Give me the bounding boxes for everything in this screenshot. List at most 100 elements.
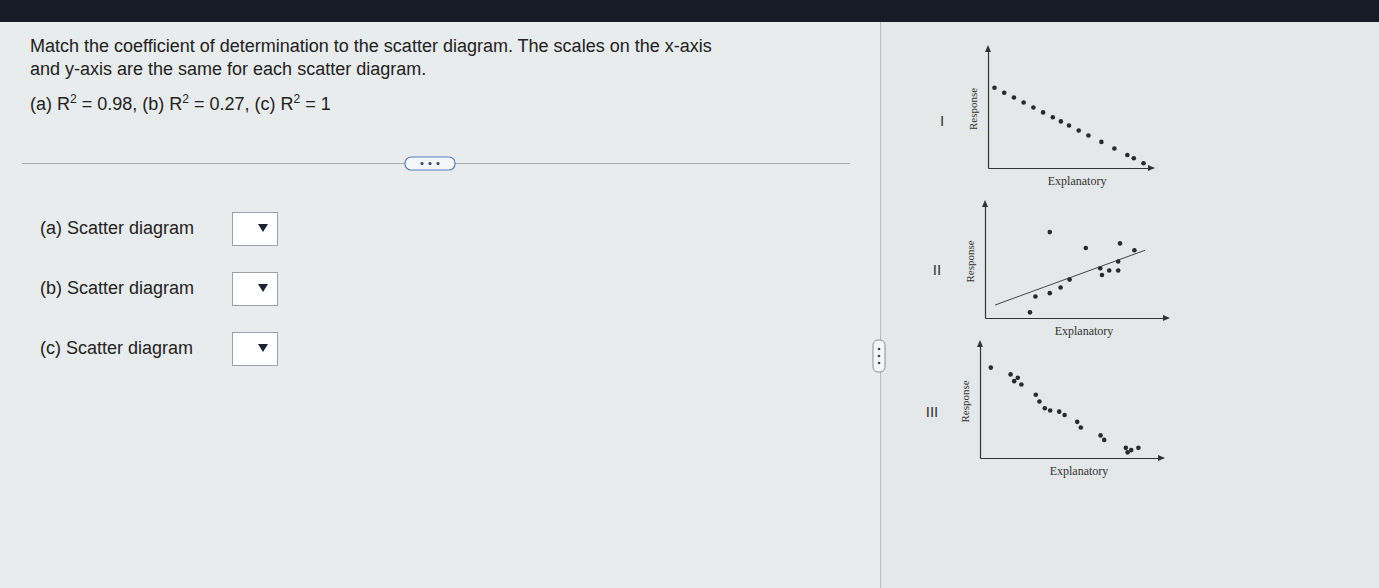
resize-handle-dot[interactable] (878, 348, 881, 351)
chart-number: I (940, 112, 944, 129)
x-axis (986, 318, 1166, 319)
scatter-point (1118, 241, 1123, 246)
scatter-point (1099, 140, 1104, 145)
expand-button-dot[interactable] (420, 162, 423, 165)
scatter-chart: Response Explanatory (959, 340, 1165, 478)
dropdown-icon[interactable] (233, 273, 277, 305)
x-axis-line (981, 458, 1161, 459)
answer-dropdown[interactable] (232, 332, 278, 366)
y-axis (980, 346, 981, 459)
x-axis-arrow (1158, 455, 1165, 461)
chart-number: II (933, 261, 941, 278)
resize-handle[interactable] (873, 340, 885, 372)
scatter-point (1041, 110, 1046, 115)
scatter-point (1125, 450, 1130, 455)
y-axis-line (985, 206, 986, 319)
y-axis-title: Response (959, 380, 971, 422)
scatter-point (1116, 259, 1121, 264)
scatter-chart: Response Explanatory (964, 200, 1170, 338)
expand-button-box[interactable] (405, 157, 455, 170)
panel-divider (880, 22, 881, 588)
option-exponent: 2 (182, 92, 189, 106)
x-axis-title: Explanatory (1050, 464, 1109, 478)
scatter-point (1048, 408, 1053, 413)
scatter-point (1062, 413, 1067, 418)
y-axis-line (980, 346, 981, 459)
question-line: Match the coefficient of determination t… (30, 36, 712, 57)
answer-label: (b) Scatter diagram (40, 278, 194, 299)
scatter-point (1012, 95, 1017, 100)
scatter-point (1112, 146, 1117, 151)
x-axis-arrow (1163, 315, 1170, 321)
scatter-point (1002, 90, 1007, 95)
dropdown-arrow[interactable] (258, 284, 268, 292)
scatter-point (1058, 285, 1063, 290)
dropdown-icon[interactable] (233, 333, 277, 365)
x-axis-title: Explanatory (1048, 174, 1107, 188)
scatter-point (1084, 246, 1089, 251)
y-axis-arrow (985, 45, 991, 52)
y-axis (988, 51, 989, 169)
answer-dropdown[interactable] (232, 272, 278, 306)
question-line: and y-axis are the same for each scatter… (30, 59, 426, 80)
resize-handle-dot[interactable] (878, 355, 881, 358)
expand-button-dot[interactable] (436, 162, 439, 165)
option-prefix: (c) R (255, 94, 294, 114)
scatter-point (1141, 161, 1146, 166)
scatter-point (1021, 100, 1026, 105)
top-bar (0, 0, 1379, 22)
scatter-point (992, 85, 997, 90)
scatter-point (1012, 379, 1017, 384)
scatter-point (1098, 433, 1103, 438)
x-axis (989, 168, 1151, 169)
y-axis-title: Response (964, 240, 976, 282)
option-equals: = (194, 94, 205, 114)
resize-handle-box[interactable] (873, 340, 885, 372)
option-separator: , (132, 94, 137, 114)
x-axis-line (986, 318, 1166, 319)
scatter-point (1048, 230, 1053, 235)
answer-dropdown[interactable] (232, 212, 278, 246)
y-axis-arrow (982, 200, 988, 207)
expand-button[interactable] (405, 157, 455, 170)
option-prefix: (b) R (142, 94, 182, 114)
answer-label: (c) Scatter diagram (40, 338, 193, 359)
plot-area (989, 365, 1141, 454)
option-value: 1 (321, 94, 331, 114)
scatter-point (1067, 123, 1072, 128)
scatter-point (1057, 409, 1062, 414)
scatter-point (1132, 248, 1137, 253)
option-equals: = (305, 94, 316, 114)
y-axis-arrow (977, 340, 983, 347)
scatter-point (1098, 266, 1103, 271)
expand-button-dot[interactable] (428, 162, 431, 165)
scatter-point (1079, 425, 1084, 430)
scatter-point (1051, 115, 1056, 120)
dropdown-arrow[interactable] (258, 224, 268, 232)
option-equals: = (82, 94, 93, 114)
answer-label: (a) Scatter diagram (40, 218, 194, 239)
scatter-point (1033, 294, 1038, 299)
scatter-point (1048, 291, 1053, 296)
scatter-point (1125, 153, 1130, 158)
scatter-point (1076, 128, 1081, 133)
scatter-point (1132, 156, 1137, 161)
chrome-layer (0, 0, 1379, 588)
x-axis-title: Explanatory (1055, 324, 1114, 338)
option-value: 0.27 (209, 94, 244, 114)
scatter-point (1067, 277, 1072, 282)
x-axis-line (989, 168, 1151, 169)
scatter-point (1037, 399, 1042, 404)
scatter-point (1086, 133, 1091, 138)
option-value: 0.98 (97, 94, 132, 114)
dropdown-icon[interactable] (233, 213, 277, 245)
scatter-chart: ResponseExplanatory (967, 45, 1155, 188)
dropdown-arrow[interactable] (258, 344, 268, 352)
scatter-point (1034, 392, 1039, 397)
resize-handle-dot[interactable] (878, 362, 881, 365)
option-prefix: (a) R (30, 94, 70, 114)
scatter-point (1043, 406, 1048, 411)
plot-area (992, 85, 1146, 165)
trend-line (995, 250, 1145, 305)
x-axis (981, 458, 1161, 459)
